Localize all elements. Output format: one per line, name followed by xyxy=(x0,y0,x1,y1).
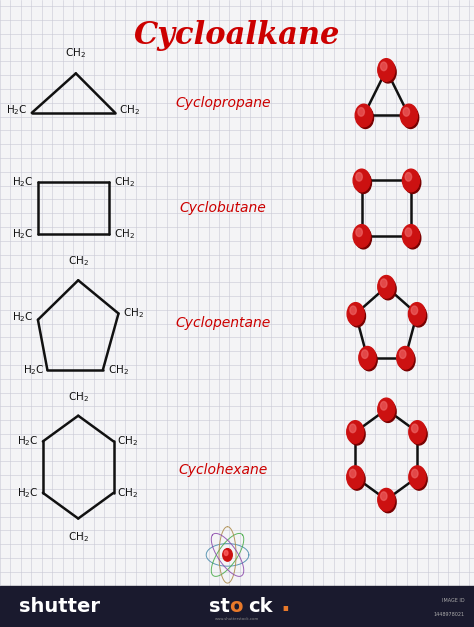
Text: CH$_2$: CH$_2$ xyxy=(118,435,138,448)
Circle shape xyxy=(356,172,362,181)
Circle shape xyxy=(347,466,364,488)
Text: CH$_2$: CH$_2$ xyxy=(68,530,89,544)
Circle shape xyxy=(403,108,410,116)
Circle shape xyxy=(355,104,372,127)
Circle shape xyxy=(347,421,364,443)
Text: Cyclobutane: Cyclobutane xyxy=(179,201,266,215)
Circle shape xyxy=(353,169,370,192)
Circle shape xyxy=(402,224,419,247)
Circle shape xyxy=(411,469,418,478)
Circle shape xyxy=(381,401,387,410)
Text: H$_2$C: H$_2$C xyxy=(23,363,45,377)
Circle shape xyxy=(347,303,364,325)
Circle shape xyxy=(380,61,396,83)
Circle shape xyxy=(400,350,406,359)
Text: CH$_2$: CH$_2$ xyxy=(114,175,135,189)
Circle shape xyxy=(356,228,362,236)
Circle shape xyxy=(378,488,395,511)
Circle shape xyxy=(355,172,372,193)
Text: CH$_2$: CH$_2$ xyxy=(68,391,89,404)
Circle shape xyxy=(380,492,396,513)
Circle shape xyxy=(409,421,426,443)
Text: ck: ck xyxy=(248,597,273,616)
Circle shape xyxy=(355,228,372,249)
Circle shape xyxy=(410,305,427,327)
Circle shape xyxy=(411,306,418,315)
Circle shape xyxy=(361,349,377,371)
Text: Cyclopropane: Cyclopropane xyxy=(175,97,271,110)
Text: H$_2$C: H$_2$C xyxy=(6,103,28,117)
Text: CH$_2$: CH$_2$ xyxy=(68,254,89,268)
Circle shape xyxy=(357,107,374,129)
Circle shape xyxy=(358,108,365,116)
Circle shape xyxy=(349,469,356,478)
Circle shape xyxy=(349,424,356,433)
Text: H$_2$C: H$_2$C xyxy=(11,175,33,189)
Circle shape xyxy=(224,551,228,556)
Bar xyxy=(0,586,474,627)
Circle shape xyxy=(405,172,421,193)
Text: www.shutterstock.com: www.shutterstock.com xyxy=(215,617,259,621)
Circle shape xyxy=(362,350,368,359)
Circle shape xyxy=(349,424,365,445)
Circle shape xyxy=(378,398,395,421)
Text: shutter: shutter xyxy=(19,597,100,616)
Circle shape xyxy=(397,347,414,369)
Circle shape xyxy=(405,228,421,249)
Circle shape xyxy=(381,62,387,71)
Circle shape xyxy=(381,279,387,288)
Circle shape xyxy=(378,275,395,298)
Text: ·: · xyxy=(281,598,291,622)
Text: Cyclohexane: Cyclohexane xyxy=(178,463,267,477)
Circle shape xyxy=(411,468,427,490)
Text: H$_2$C: H$_2$C xyxy=(11,228,33,241)
Circle shape xyxy=(411,424,427,445)
Circle shape xyxy=(223,549,232,561)
Circle shape xyxy=(401,104,418,127)
Text: o: o xyxy=(229,597,243,616)
Text: H$_2$C: H$_2$C xyxy=(11,310,33,324)
Circle shape xyxy=(402,169,419,192)
Text: CH$_2$: CH$_2$ xyxy=(114,228,135,241)
Text: st: st xyxy=(209,597,229,616)
Circle shape xyxy=(381,492,387,500)
Circle shape xyxy=(402,107,419,129)
Circle shape xyxy=(411,424,418,433)
Circle shape xyxy=(349,468,365,490)
Text: Cycloalkane: Cycloalkane xyxy=(134,19,340,51)
Text: CH$_2$: CH$_2$ xyxy=(108,363,128,377)
Circle shape xyxy=(409,466,426,488)
Text: 1448978021: 1448978021 xyxy=(433,613,465,617)
Text: Cyclopentane: Cyclopentane xyxy=(175,316,270,330)
Text: CH$_2$: CH$_2$ xyxy=(65,46,86,60)
Circle shape xyxy=(353,224,370,247)
Circle shape xyxy=(378,59,395,82)
Circle shape xyxy=(399,349,415,371)
Text: IMAGE ID: IMAGE ID xyxy=(442,598,465,603)
Circle shape xyxy=(409,303,426,325)
Circle shape xyxy=(405,172,411,181)
Circle shape xyxy=(380,278,396,300)
Circle shape xyxy=(350,306,356,315)
Text: CH$_2$: CH$_2$ xyxy=(119,103,140,117)
Circle shape xyxy=(380,401,396,423)
Circle shape xyxy=(405,228,411,236)
Text: CH$_2$: CH$_2$ xyxy=(118,486,138,500)
Circle shape xyxy=(359,347,376,369)
Text: H$_2$C: H$_2$C xyxy=(18,486,39,500)
Text: CH$_2$: CH$_2$ xyxy=(123,307,144,320)
Text: H$_2$C: H$_2$C xyxy=(18,435,39,448)
Circle shape xyxy=(349,305,365,327)
